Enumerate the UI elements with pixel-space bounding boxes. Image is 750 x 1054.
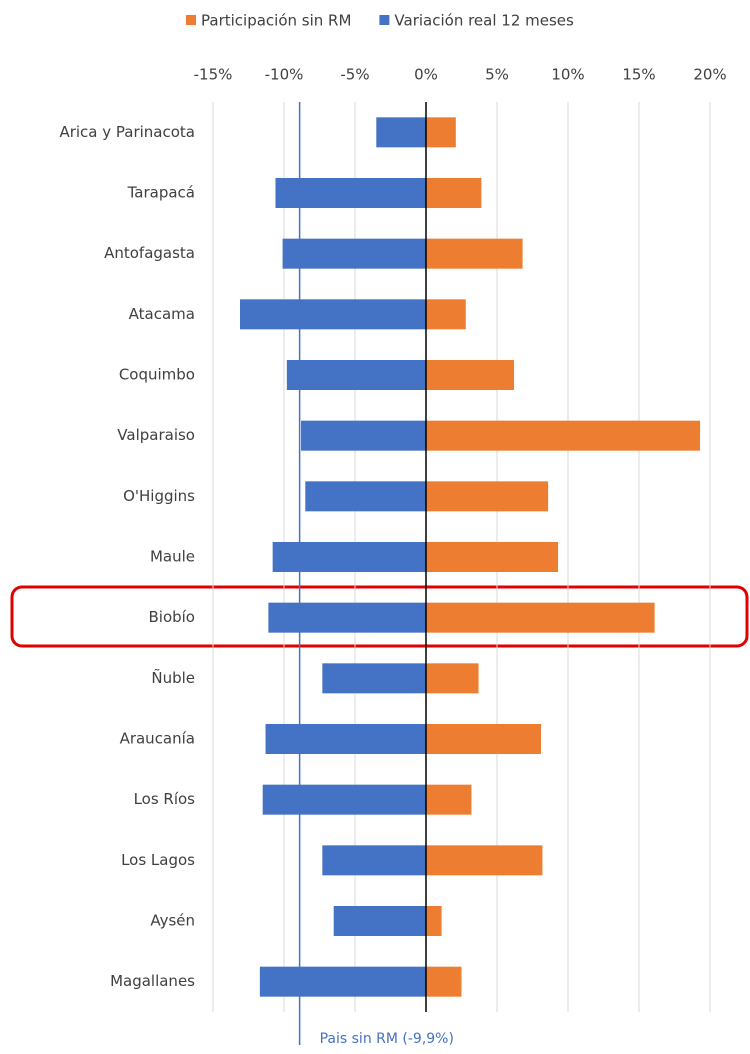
bar: [426, 360, 515, 390]
bar: [426, 966, 462, 997]
legend-label: Variación real 12 meses: [394, 12, 574, 30]
legend-label: Participación sin RM: [201, 12, 351, 30]
bar: [301, 420, 426, 451]
x-tick-label: -5%: [340, 66, 369, 84]
y-tick-label: Valparaiso: [117, 426, 195, 444]
y-tick-label: Tarapacá: [127, 184, 195, 202]
bar: [286, 360, 426, 390]
bar: [262, 784, 426, 815]
bar: [426, 845, 543, 876]
bar: [426, 542, 559, 572]
bar: [426, 420, 701, 451]
bar: [426, 724, 542, 754]
y-tick-label: Arica y Parinacota: [59, 123, 195, 141]
y-tick-label: Antofagasta: [104, 244, 195, 262]
bar: [239, 299, 426, 330]
bar: [322, 663, 426, 694]
y-tick-label: Ñuble: [151, 668, 195, 687]
bar: [426, 602, 655, 633]
y-tick-label: Araucanía: [120, 730, 195, 748]
bar: [426, 784, 472, 815]
bar: [275, 178, 426, 208]
legend-swatch: [186, 15, 196, 25]
y-tick-label: Atacama: [129, 305, 195, 323]
bar: [426, 178, 482, 208]
bar: [282, 238, 426, 269]
x-tick-label: -10%: [265, 66, 304, 84]
highlight-box: [10, 585, 749, 648]
legend-swatch: [379, 15, 390, 25]
bar: [426, 906, 442, 936]
y-tick-label: Maule: [150, 548, 195, 566]
y-tick-label: Coquimbo: [119, 366, 195, 384]
bar: [426, 481, 549, 512]
bar: [322, 845, 426, 876]
bar: [333, 906, 426, 936]
x-tick-label: 20%: [693, 66, 726, 84]
bar: [426, 663, 479, 694]
y-tick-label: Los Lagos: [121, 851, 195, 869]
bar: [376, 117, 426, 148]
bar: [426, 299, 466, 330]
reference-label: Pais sin RM (-9,9%): [320, 1031, 454, 1047]
x-tick-label: -15%: [194, 66, 233, 84]
y-tick-label: O'Higgins: [123, 487, 195, 505]
x-tick-label: 10%: [551, 66, 584, 84]
bar: [426, 117, 456, 148]
x-tick-label: 0%: [414, 66, 438, 84]
y-tick-label: Magallanes: [110, 972, 195, 990]
x-tick-label: 15%: [622, 66, 655, 84]
y-tick-label: Biobío: [148, 608, 195, 626]
bar: [272, 542, 426, 572]
bar: [265, 724, 426, 754]
bar: [259, 966, 426, 997]
bar: [305, 481, 426, 512]
y-tick-label: Los Ríos: [134, 790, 196, 808]
y-tick-label: Aysén: [150, 912, 195, 930]
x-tick-label: 5%: [485, 66, 509, 84]
bar: [426, 238, 523, 269]
bar: [268, 602, 426, 633]
